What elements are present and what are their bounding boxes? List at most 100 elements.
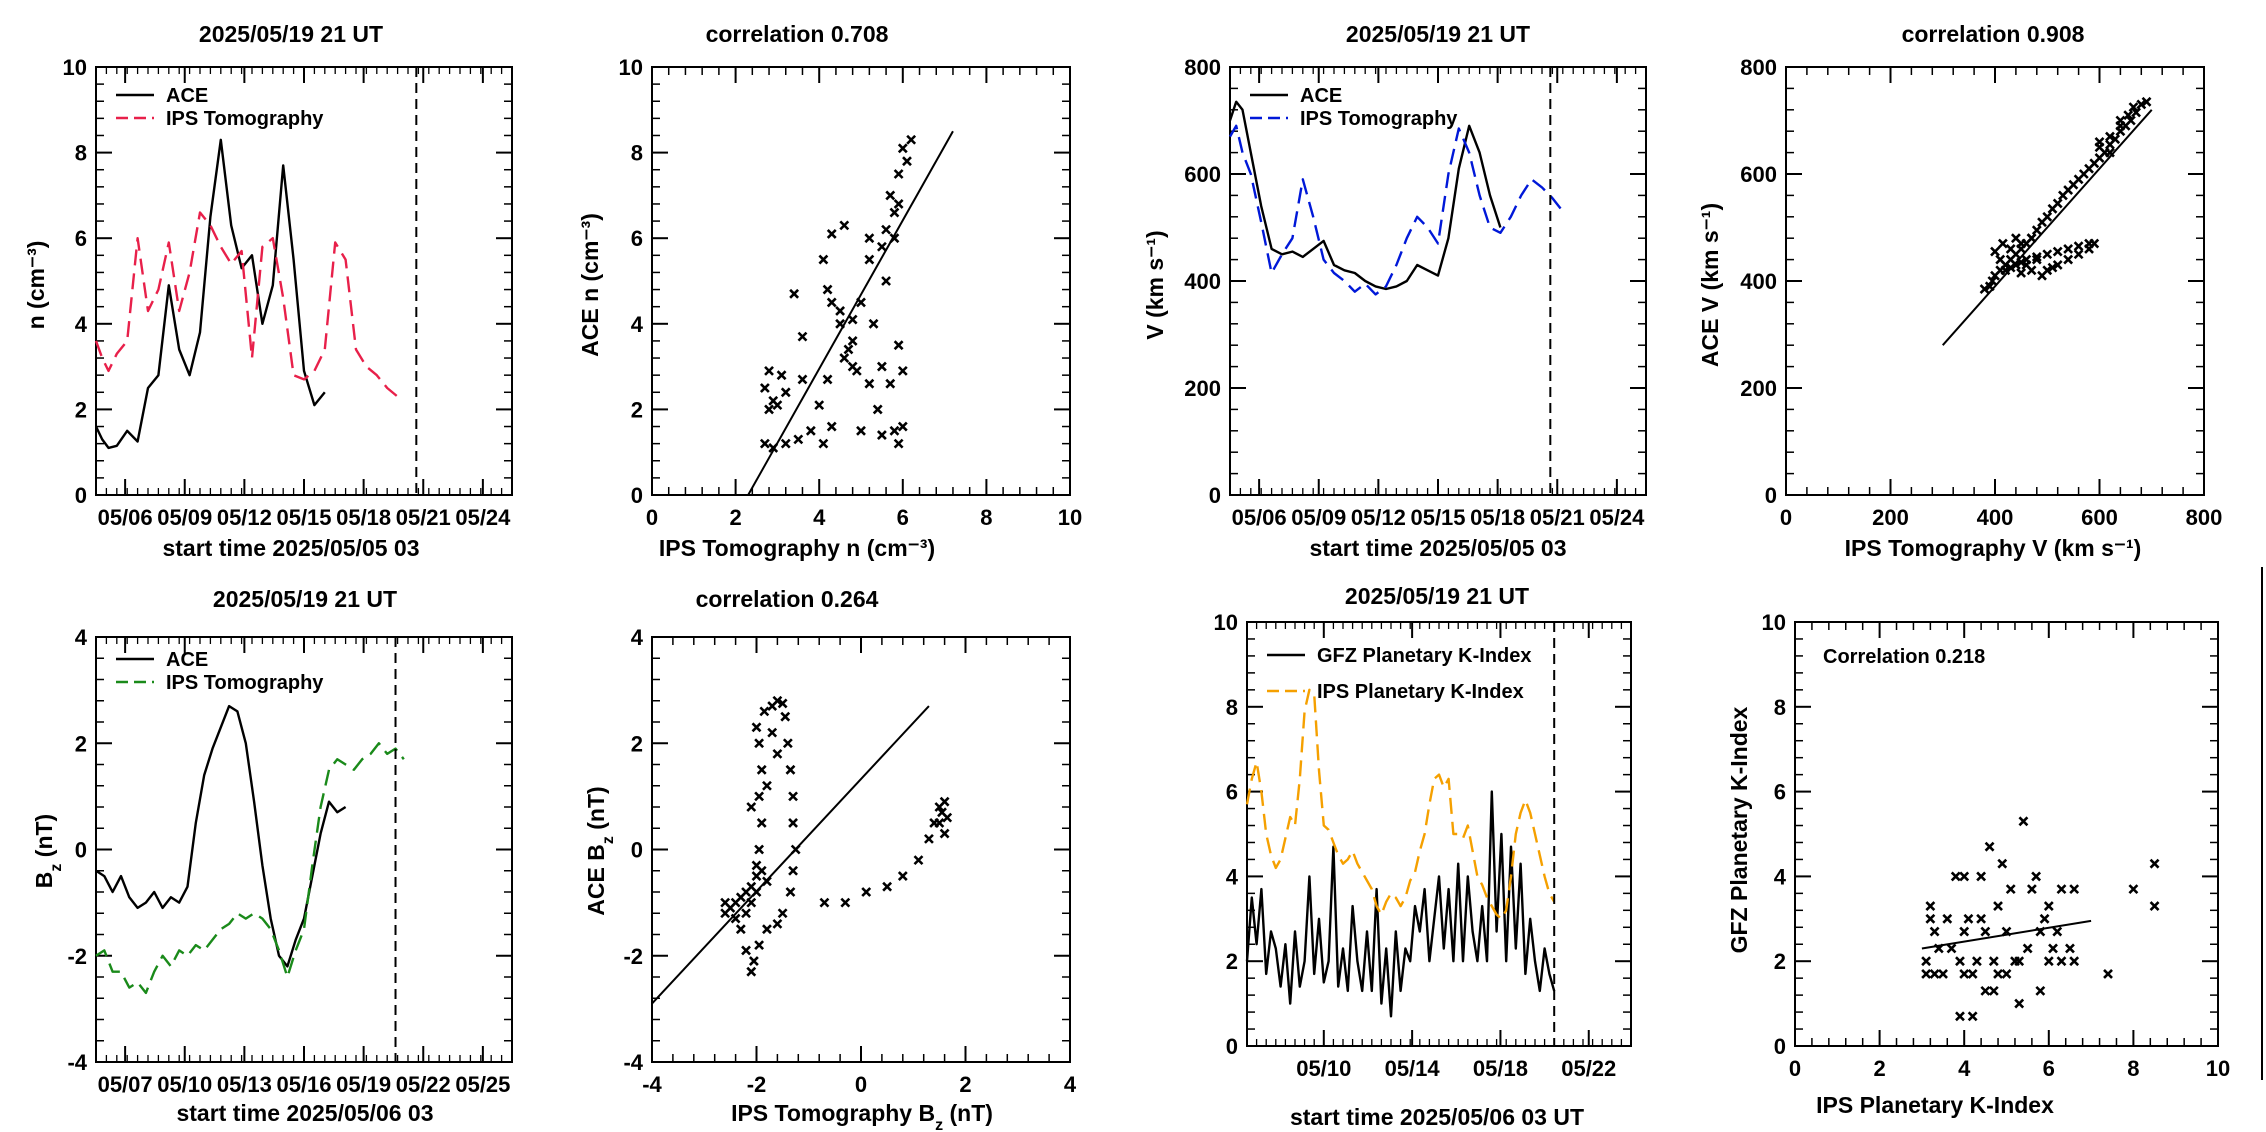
data-point [2125, 115, 2136, 126]
x-tick-label: 4 [1064, 1072, 1077, 1097]
data-point [746, 966, 757, 977]
plot-area: 0 2 4 6 8 10 0 2 4 6 8 10 [1762, 610, 2231, 1081]
data-point [2043, 901, 2054, 911]
data-point [2123, 110, 2134, 121]
data-point [767, 727, 778, 738]
data-point [1921, 956, 1932, 967]
data-point [2010, 260, 2021, 270]
data-point [1997, 238, 2008, 249]
data-point [881, 224, 891, 235]
data-point [2047, 262, 2058, 273]
chart-title: 2025/05/19 21 UT [1345, 583, 1529, 609]
data-point [1987, 276, 1998, 286]
data-point [881, 276, 891, 286]
y-tick-label: 4 [631, 625, 644, 650]
y-tick-label: 4 [75, 625, 88, 650]
data-point [893, 169, 904, 179]
data-point [2021, 260, 2032, 270]
data-point [876, 430, 887, 440]
x-tick-label: 800 [2186, 505, 2223, 530]
data-point [762, 876, 772, 887]
y-tick-label: 400 [1740, 269, 1777, 294]
data-point [864, 378, 875, 389]
x-tick-label: 05/22 [1561, 1056, 1616, 1081]
data-point [2141, 96, 2152, 107]
plot-frame [1229, 66, 1647, 496]
y-tick-label: 0 [1209, 483, 1221, 508]
series-line [94, 211, 399, 398]
data-point [864, 233, 875, 244]
fit-line [1921, 919, 2092, 950]
x-tick-label: 0 [855, 1072, 867, 1097]
data-point [897, 143, 908, 154]
data-point [868, 318, 879, 329]
panel-density-timeseries: 2025/05/19 21 UT start time 2025/05/05 0… [23, 21, 513, 561]
data-point [777, 908, 788, 919]
plot-area: 0 200 400 600 800 0 200 400 600 800 [1740, 55, 2222, 530]
panel-bz-timeseries: 2025/05/19 21 UT start time 2025/05/06 0… [31, 586, 513, 1126]
data-point [772, 695, 783, 706]
plot-frame [95, 66, 513, 496]
data-point [764, 365, 774, 376]
x-tick-label: 200 [1872, 505, 1909, 530]
data-point [902, 156, 912, 167]
y-tick-label: -2 [67, 944, 87, 969]
data-point [1959, 926, 1970, 937]
x-axis-label: IPS Tomography V (km s⁻¹) [1845, 535, 2142, 561]
data-point [751, 860, 762, 871]
plot-frame [651, 636, 1071, 1063]
data-point [2063, 254, 2074, 265]
data-point [754, 844, 765, 855]
y-tick-label: 8 [1226, 695, 1238, 720]
data-point [1955, 956, 1965, 967]
y-tick-label: 2 [75, 397, 87, 422]
data-point [1979, 284, 1990, 294]
data-point [2001, 926, 2012, 937]
y-tick-label: 4 [631, 312, 644, 337]
data-point [840, 897, 851, 908]
data-point [839, 220, 850, 231]
data-point [1988, 985, 1999, 996]
data-point [793, 434, 804, 445]
x-tick-label: 6 [897, 505, 909, 530]
data-point [741, 908, 751, 919]
x-tick-label: 05/15 [1410, 505, 1465, 530]
data-point [754, 738, 765, 749]
y-tick-label: 4 [75, 312, 88, 337]
data-point [785, 764, 796, 775]
data-point [2010, 233, 2021, 244]
y-tick-label: 200 [1740, 376, 1777, 401]
plot-area: -4 -2 0 2 4 05/07 05/10 05/13 05/16 05/19 05/22 05/… [67, 625, 513, 1097]
data-point [741, 945, 751, 956]
y-axis-label: GFZ Planetary K-Index [1726, 706, 1752, 953]
data-point [2026, 233, 2037, 244]
data-point [2016, 268, 2027, 278]
x-tick-label: 05/10 [157, 1072, 212, 1097]
x-tick-label: 05/18 [1473, 1056, 1528, 1081]
legend-label: ACE [166, 649, 208, 671]
data-point [768, 443, 779, 453]
data-point [934, 818, 945, 828]
x-tick-label: 10 [1058, 505, 1082, 530]
y-axis-label: ACE V (km s⁻¹) [1697, 203, 1723, 367]
y-tick-label: 8 [631, 141, 643, 166]
legend-label: IPS Tomography [1300, 108, 1458, 130]
data-point [2043, 956, 2054, 967]
data-point [2073, 241, 2084, 252]
data-point [788, 791, 798, 802]
data-point [2136, 99, 2147, 110]
y-tick-label: 0 [75, 838, 87, 863]
x-tick-label: 10 [2206, 1056, 2230, 1081]
data-point [822, 284, 833, 295]
data-point [893, 199, 904, 209]
y-tick-label: 6 [1226, 780, 1238, 805]
panel-speed-timeseries: 2025/05/19 21 UT start time 2025/05/05 0… [1142, 21, 1647, 561]
data-point [2128, 884, 2139, 895]
plot-area: 0 2 4 6 8 10 0 2 4 6 8 10 [619, 55, 1083, 530]
chart-title: 2025/05/19 21 UT [1346, 21, 1530, 47]
data-point [2001, 969, 2012, 979]
data-point [2115, 115, 2126, 126]
y-axis-label: n (cm⁻³) [23, 241, 49, 330]
y-tick-label: 600 [1740, 162, 1777, 187]
